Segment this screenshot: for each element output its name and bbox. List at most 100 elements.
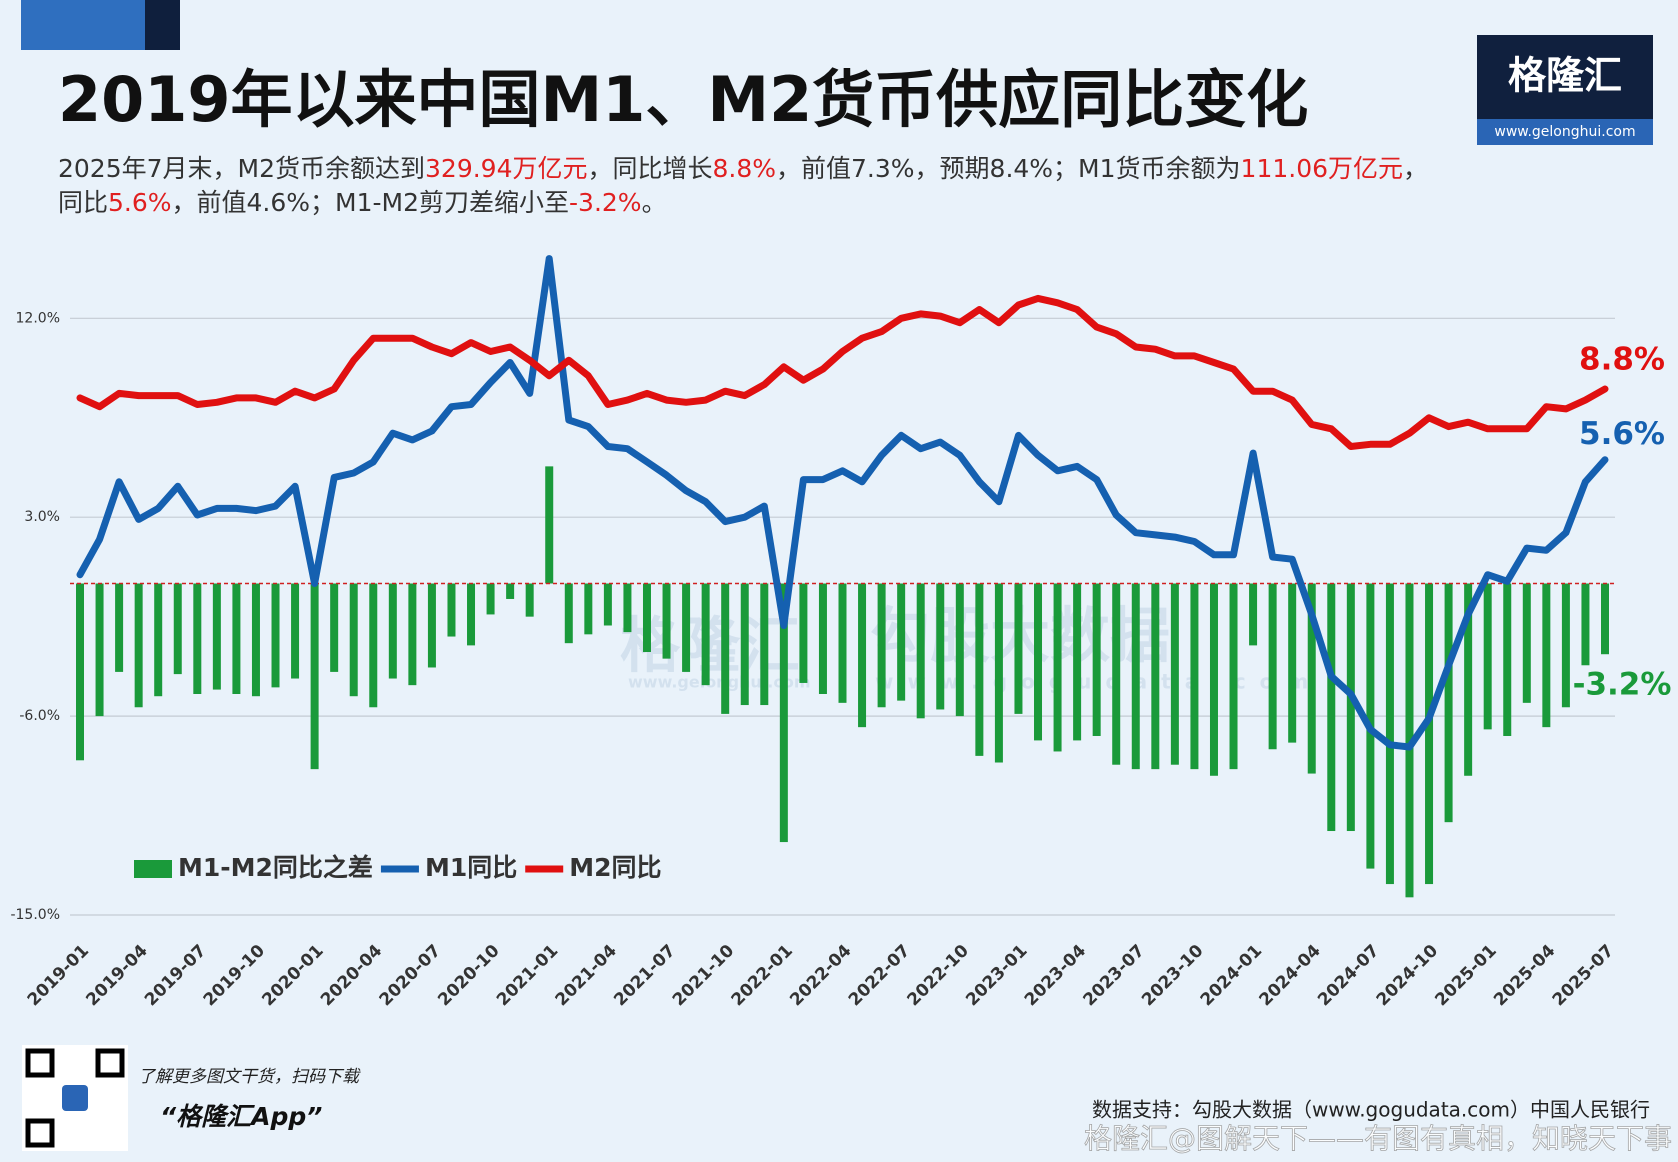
x-tick-label: 2021-07 [610,941,679,1010]
subtitle-segment: 5.6% [108,188,172,217]
bar [212,583,221,690]
bar [682,583,691,672]
y-tick-label: -6.0% [19,708,60,724]
x-tick-label: 2022-01 [728,941,797,1010]
x-tick-label: 2025-01 [1431,941,1500,1010]
x-tick-label: 2020-01 [258,941,327,1010]
bar [564,583,573,644]
bar [858,583,867,728]
bar [1346,583,1355,832]
x-tick-label: 2024-10 [1373,941,1442,1010]
subtitle: 2025年7月末，M2货币余额达到329.94万亿元，同比增长8.8%，前值7.… [58,152,1428,220]
legend-label: M2同比 [569,853,661,882]
bar [1561,583,1570,708]
logo-url: www.gelonghui.com [1494,124,1635,140]
bar [1503,583,1512,736]
qr-finder [25,1118,55,1148]
x-tick-label: 2020-04 [317,941,386,1010]
chart-title: 2019年以来中国M1、M2货币供应同比变化 [58,63,1308,136]
x-tick-label: 2023-10 [1138,941,1207,1010]
bar [838,583,847,703]
bar [1053,583,1062,752]
bar [388,583,397,679]
x-tick-label: 2022-10 [904,941,973,1010]
bar [1229,583,1238,770]
legend-label: M1-M2同比之差 [178,853,373,882]
y-tick-label: -15.0% [10,907,60,923]
qr-finder [25,1048,55,1078]
bar [1405,583,1414,898]
bar [1151,583,1160,770]
bar [1209,583,1218,776]
subtitle-segment: ，同比增长 [587,154,713,183]
bar [740,583,749,706]
bar [291,583,300,679]
x-tick-label: 2021-04 [552,941,621,1010]
value-label: -3.2% [1573,667,1672,703]
bar [623,583,632,633]
bar [271,583,280,688]
bar [1190,583,1199,770]
bar [1034,583,1043,741]
bar [506,583,515,599]
x-tick-label: 2023-01 [962,941,1031,1010]
promo-text: 了解更多图文干货，扫码下载 [138,1067,361,1087]
subtitle-segment: 同比 [58,188,109,217]
credit: 格隆汇@图解天下——有图有真相，知晓天下事 [1084,1122,1672,1155]
bar [134,583,143,708]
bar [369,583,378,708]
y-tick-label: 3.0% [24,509,60,525]
bar [330,583,339,672]
bar [955,583,964,717]
bar [1601,583,1609,655]
bar [779,583,788,843]
value-label: 5.6% [1579,416,1665,452]
bar [173,583,182,675]
bar [1307,583,1316,774]
x-tick-label: 2024-07 [1314,941,1383,1010]
bar [1268,583,1277,750]
bar [232,583,241,694]
x-tick-label: 2019-01 [24,941,93,1010]
bar [936,583,945,710]
subtitle-segment: 8.8% [712,154,777,183]
qr-finder [95,1048,125,1078]
x-tick-label: 2019-07 [141,941,210,1010]
bar [897,583,906,701]
qr-code [22,1045,128,1151]
bar [1464,583,1473,776]
decor-bar [145,0,180,50]
bar [994,583,1003,763]
bar [975,583,984,756]
source: 数据支持：勾股大数据（www.gogudata.com）中国人民银行 [1092,1098,1650,1122]
x-tick-label: 2021-10 [669,941,738,1010]
bar [251,583,260,697]
bar [1073,583,1082,741]
bar [799,583,808,683]
bar [818,583,827,694]
bar [486,583,495,615]
bar [525,583,534,617]
bar [1092,583,1101,736]
bar [1542,583,1551,728]
logo-strip [1477,119,1653,145]
bar [447,583,456,637]
bar [916,583,925,719]
bar [1288,583,1297,743]
bar [1425,583,1434,885]
bar [545,466,554,584]
x-tick-label: 2019-10 [200,941,269,1010]
logo-name: 格隆汇 [1508,54,1622,98]
x-tick-label: 2025-04 [1490,941,1559,1010]
bar [1522,583,1531,703]
subtitle-segment: ， [1403,154,1429,183]
x-tick-label: 2024-04 [1255,941,1324,1010]
bar [467,583,476,646]
y-tick-label: 12.0% [16,310,60,326]
subtitle-segment: 。 [641,188,667,217]
bar [721,583,730,714]
bar [1249,583,1258,646]
bar [1327,583,1336,832]
bar [1444,583,1453,823]
